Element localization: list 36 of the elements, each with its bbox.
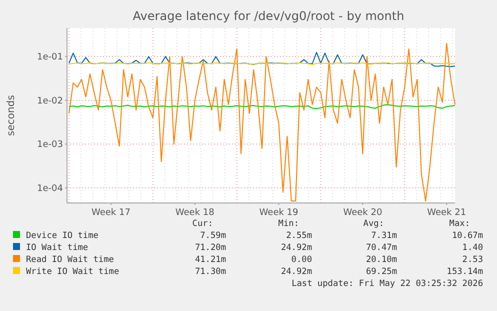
text: Max: bbox=[449, 219, 470, 229]
y-axis-title: seconds bbox=[6, 95, 17, 136]
text: 2.55m bbox=[286, 231, 312, 241]
legend-label: Write IO Wait time bbox=[26, 267, 120, 277]
text: 10.67m bbox=[452, 231, 483, 241]
y-tick-label: 1e-02 bbox=[37, 96, 63, 106]
text: 71.30m bbox=[194, 267, 226, 277]
x-tick-label: Week 20 bbox=[343, 208, 382, 218]
text: 69.25m bbox=[366, 267, 397, 277]
text: 71.20m bbox=[194, 243, 226, 253]
text: 24.92m bbox=[280, 243, 312, 253]
text: 7.59m bbox=[200, 231, 226, 241]
chart-title: Average latency for /dev/vg0/root - by month bbox=[132, 9, 404, 23]
text: 0.00 bbox=[291, 255, 312, 265]
text: 1.40 bbox=[462, 243, 483, 253]
text: Avg: bbox=[363, 219, 384, 229]
text: 41.21m bbox=[194, 255, 226, 265]
legend-label: Device IO time bbox=[26, 231, 98, 241]
y-tick-label: 1e-01 bbox=[37, 52, 63, 63]
x-tick-label: Week 19 bbox=[259, 208, 299, 218]
text: Min: bbox=[278, 219, 299, 229]
text: Cur: bbox=[192, 219, 213, 229]
text: 2.53 bbox=[462, 255, 483, 265]
text: 70.47m bbox=[366, 243, 397, 253]
legend-label: Read IO Wait time bbox=[26, 255, 114, 265]
y-tick-label: 1e-03 bbox=[37, 140, 63, 150]
x-tick-label: Week 18 bbox=[175, 208, 215, 218]
text: 7.31m bbox=[371, 231, 397, 241]
text: 20.10m bbox=[366, 255, 397, 265]
text: 24.92m bbox=[280, 267, 312, 277]
text: Last update: Fri May 22 03:25:32 2026 bbox=[292, 279, 483, 289]
y-tick-label: 1e-04 bbox=[37, 184, 64, 194]
text: 153.14m bbox=[446, 267, 483, 277]
x-tick-label: Week 17 bbox=[91, 208, 130, 218]
legend-label: IO Wait time bbox=[26, 243, 88, 253]
x-tick-label: Week 21 bbox=[427, 208, 466, 218]
